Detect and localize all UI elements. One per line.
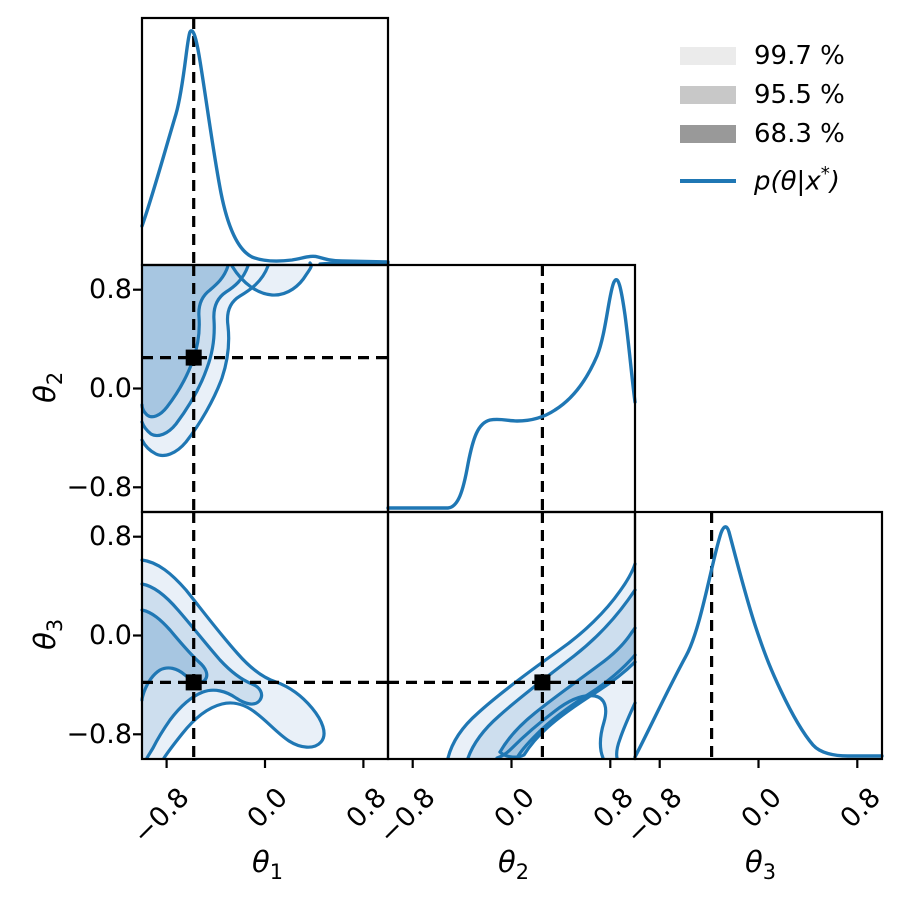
legend-swatch-997 bbox=[680, 46, 736, 65]
legend-swatch-683 bbox=[680, 124, 736, 143]
contour-fill-99-7 bbox=[142, 560, 325, 758]
ytick-theta3-0p8: 0.8 bbox=[89, 521, 132, 552]
contour-panel-theta2-theta3 bbox=[446, 562, 637, 760]
contour-line-95-5 bbox=[140, 582, 264, 760]
contour-line-99-7-notch bbox=[495, 694, 608, 760]
yaxis-label-theta2: θ2 bbox=[28, 371, 67, 403]
kde-curve-theta3 bbox=[633, 525, 884, 759]
legend-label-997: 99.7 % bbox=[754, 40, 845, 71]
contour-line-95-5-lower bbox=[515, 653, 637, 760]
ytick-theta2-0p8: 0.8 bbox=[89, 274, 132, 305]
contour-fill-99-7 bbox=[448, 564, 635, 758]
legend-swatch-955 bbox=[680, 85, 736, 104]
marker-theta2-theta3 bbox=[534, 674, 551, 691]
legend-item-683: 68.3 % bbox=[680, 114, 845, 153]
panel-border-diag-theta2 bbox=[386, 263, 637, 514]
kde-curve-theta2 bbox=[386, 278, 637, 510]
ytick-theta2-m0p8: −0.8 bbox=[66, 472, 132, 503]
legend-label-posterior: p(θ|x*) bbox=[754, 164, 840, 197]
legend-item-posterior: p(θ|x*) bbox=[680, 161, 845, 200]
contour-line-68-3-upper bbox=[498, 626, 637, 754]
true-parameter-markers bbox=[185, 349, 551, 691]
legend-item-997: 99.7 % bbox=[680, 36, 845, 75]
contour-line-99-7-right bbox=[615, 701, 637, 760]
true-parameter-lines bbox=[142, 18, 714, 759]
contour-panel-theta1-theta3 bbox=[140, 558, 326, 760]
xaxis-label-theta3: θ3 bbox=[745, 845, 777, 884]
legend: 99.7 % 95.5 % 68.3 % p(θ|x*) bbox=[680, 36, 845, 200]
contour-line-99-7-upper bbox=[446, 562, 637, 760]
ytick-theta2-0: 0.0 bbox=[89, 373, 132, 404]
xaxis-label-theta2: θ2 bbox=[498, 845, 530, 884]
contour-line-99-7-funnel bbox=[230, 261, 313, 297]
contour-line-99-7 bbox=[140, 264, 270, 458]
legend-posterior-line-sample bbox=[680, 178, 736, 183]
marker-theta1-theta3 bbox=[185, 674, 202, 691]
contour-fill-68-3 bbox=[500, 628, 635, 758]
legend-label-683: 68.3 % bbox=[754, 118, 845, 149]
ytick-theta3-m0p8: −0.8 bbox=[66, 719, 132, 750]
ytick-theta3-0: 0.0 bbox=[89, 620, 132, 651]
contour-panel-theta1-theta2 bbox=[140, 261, 390, 458]
contour-line-95-5 bbox=[140, 264, 250, 438]
kde-curve-theta1 bbox=[140, 29, 390, 264]
xaxis-label-theta1: θ1 bbox=[252, 845, 284, 884]
contour-fill-68-3 bbox=[142, 266, 228, 417]
panel-border-diag-theta1 bbox=[140, 16, 390, 267]
axis-ticks bbox=[133, 288, 859, 768]
yaxis-label-theta3: θ3 bbox=[28, 618, 67, 650]
legend-label-955: 95.5 % bbox=[754, 79, 845, 110]
contour-line-99-7 bbox=[140, 558, 326, 760]
marker-theta1-theta2 bbox=[185, 349, 202, 366]
legend-item-955: 95.5 % bbox=[680, 75, 845, 114]
